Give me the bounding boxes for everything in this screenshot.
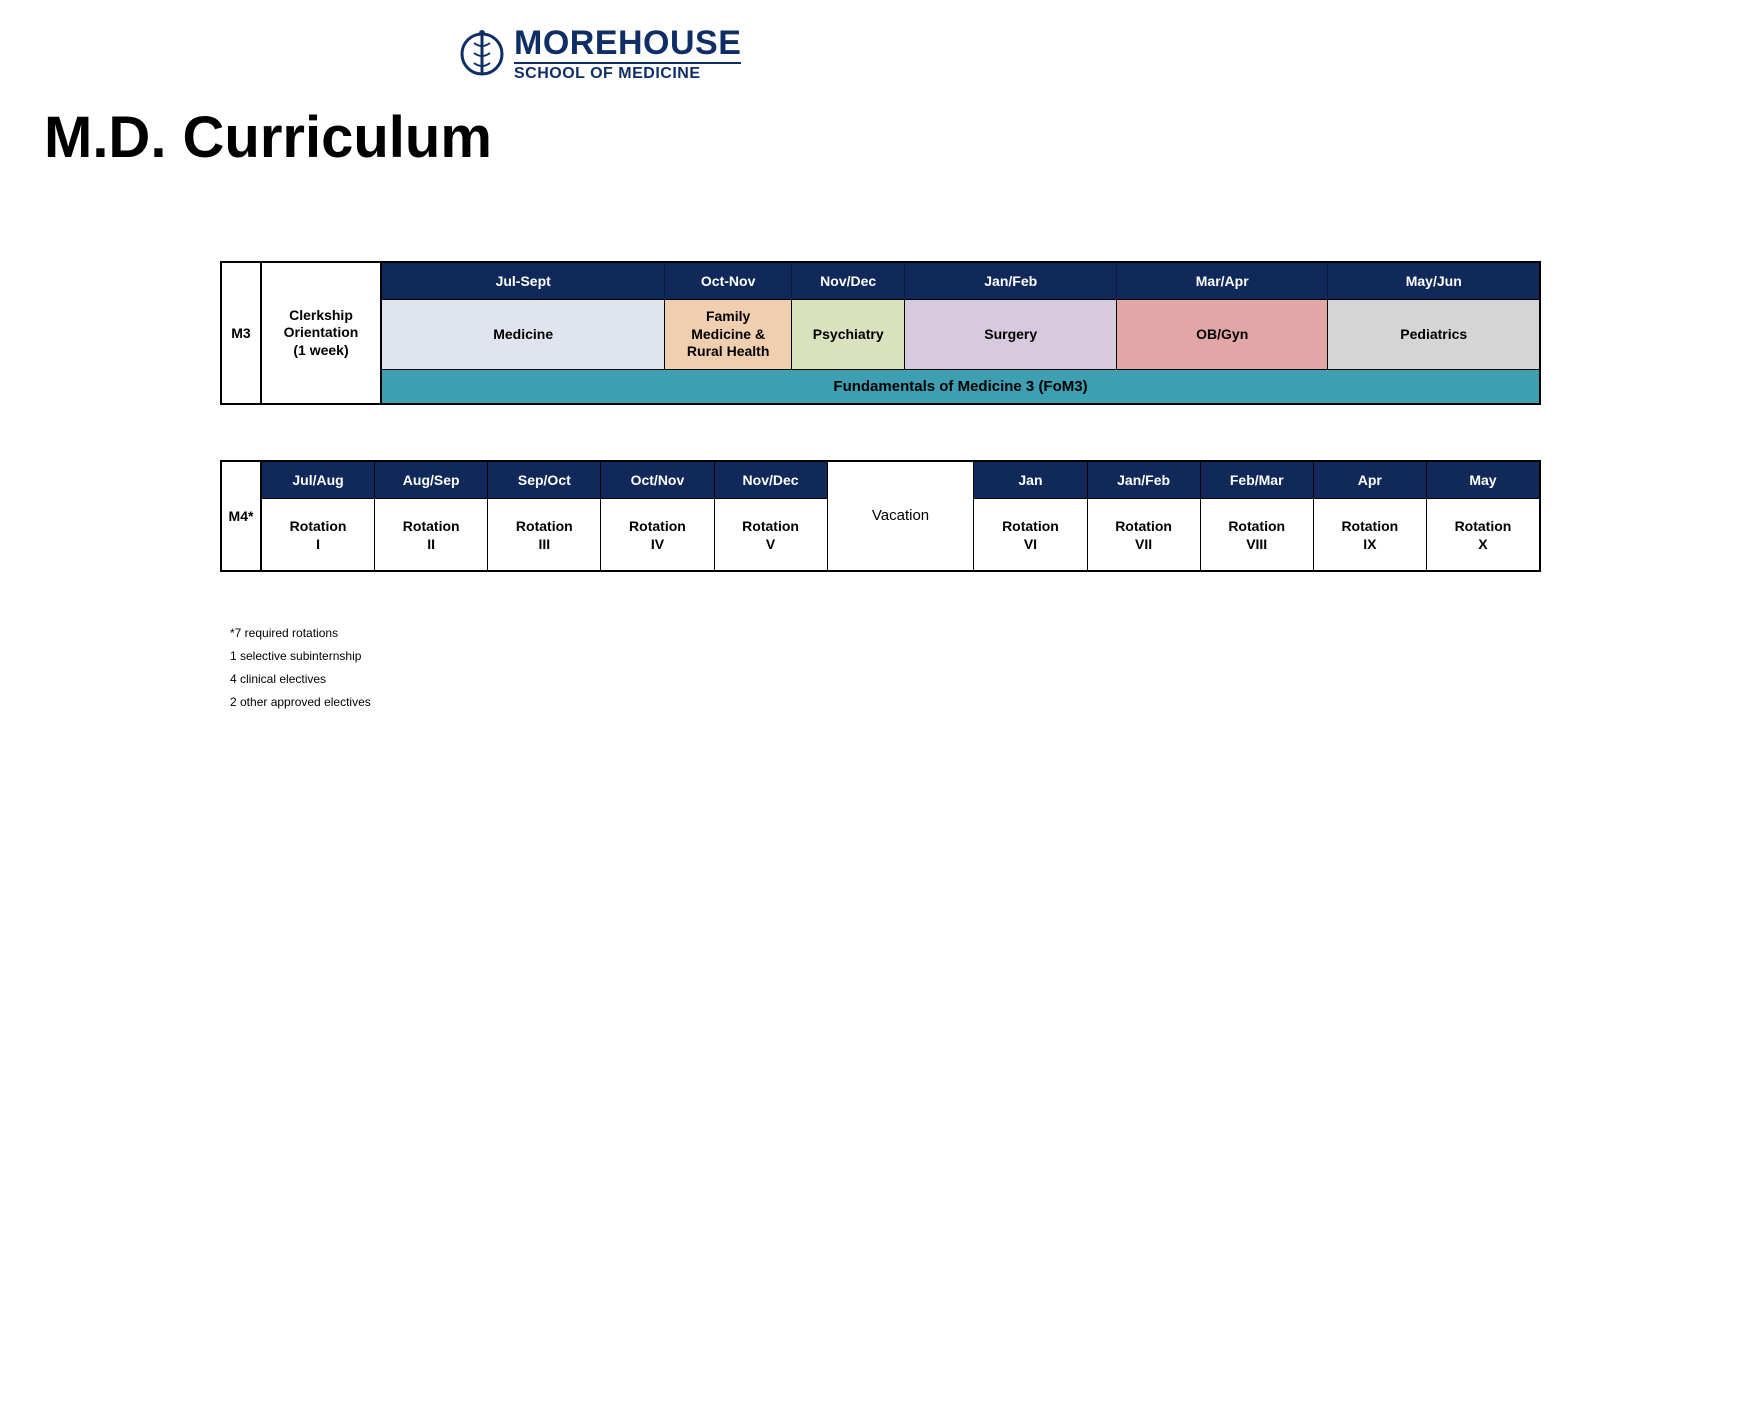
m3-clerkships-row: MedicineFamilyMedicine &Rural HealthPsyc…: [382, 299, 1539, 370]
logo-bottom: SCHOOL OF MEDICINE: [514, 62, 741, 82]
logo: MOREHOUSE SCHOOL OF MEDICINE: [460, 26, 1721, 86]
m3-orientation-cell: ClerkshipOrientation(1 week): [262, 263, 382, 403]
m4-month-header: Aug/Sep: [375, 462, 487, 499]
footnotes: *7 required rotations1 selective subinte…: [230, 622, 1721, 713]
m4-year-label: M4*: [222, 462, 262, 571]
m4-month-header: Sep/Oct: [488, 462, 600, 499]
m4-table: M4* Jul/AugRotationIAug/SepRotationIISep…: [220, 460, 1541, 573]
m4-column: Aug/SepRotationII: [375, 462, 488, 571]
footnote-line: 2 other approved electives: [230, 691, 1721, 714]
m4-rotation-cell: RotationV: [715, 499, 827, 571]
m4-rotation-cell: RotationVII: [1088, 499, 1200, 571]
m4-column: MayRotationX: [1427, 462, 1539, 571]
m4-rotation-cell: RotationVIII: [1201, 499, 1313, 571]
m3-month-header: Mar/Apr: [1117, 263, 1329, 299]
m4-column: Feb/MarRotationVIII: [1201, 462, 1314, 571]
m3-month-header: Oct-Nov: [665, 263, 792, 299]
m4-month-header: Jan: [974, 462, 1086, 499]
m4-column: AprRotationIX: [1314, 462, 1427, 571]
m3-month-header: Jul-Sept: [382, 263, 665, 299]
m3-clerkship-cell: Pediatrics: [1328, 299, 1539, 370]
footnote-line: 1 selective subinternship: [230, 645, 1721, 668]
m3-fom-strip: Fundamentals of Medicine 3 (FoM3): [382, 370, 1539, 403]
m4-month-header: May: [1427, 462, 1539, 499]
m3-clerkship-cell: FamilyMedicine &Rural Health: [665, 299, 792, 370]
m4-rotation-cell: RotationIV: [601, 499, 713, 571]
m4-rotation-cell: RotationVI: [974, 499, 1086, 571]
m3-month-header: Jan/Feb: [905, 263, 1117, 299]
m3-month-header: Nov/Dec: [792, 263, 906, 299]
m4-rotation-cell: RotationIX: [1314, 499, 1426, 571]
m4-column: Jan/FebRotationVII: [1088, 462, 1201, 571]
m3-month-header: May/Jun: [1328, 263, 1539, 299]
m4-month-header: Jul/Aug: [262, 462, 374, 499]
m4-rotation-cell: RotationI: [262, 499, 374, 571]
footnote-line: 4 clinical electives: [230, 668, 1721, 691]
m3-clerkship-cell: Psychiatry: [792, 299, 906, 370]
page-title: M.D. Curriculum: [44, 104, 1721, 171]
caduceus-icon: [460, 27, 504, 81]
m4-month-header: Jan/Feb: [1088, 462, 1200, 499]
m4-column: Oct/NovRotationIV: [601, 462, 714, 571]
m4-column: Sep/OctRotationIII: [488, 462, 601, 571]
m3-clerkship-cell: Surgery: [905, 299, 1117, 370]
m3-clerkship-cell: Medicine: [382, 299, 665, 370]
m3-clerkship-cell: OB/Gyn: [1117, 299, 1329, 370]
footnote-line: *7 required rotations: [230, 622, 1721, 645]
m4-month-header: Feb/Mar: [1201, 462, 1313, 499]
m4-vacation-cell: Vacation: [828, 462, 975, 571]
m3-months-row: Jul-SeptOct-NovNov/DecJan/FebMar/AprMay/…: [382, 263, 1539, 299]
m4-month-header: Apr: [1314, 462, 1426, 499]
m4-column: Nov/DecRotationV: [715, 462, 828, 571]
logo-top: MOREHOUSE: [514, 26, 741, 60]
m4-rotation-cell: RotationIII: [488, 499, 600, 571]
m4-column: Jul/AugRotationI: [262, 462, 375, 571]
m3-table: M3 ClerkshipOrientation(1 week) Jul-Sept…: [220, 261, 1541, 405]
m3-year-label: M3: [222, 263, 262, 403]
m4-month-header: Nov/Dec: [715, 462, 827, 499]
m4-rotation-cell: RotationX: [1427, 499, 1539, 571]
m4-rotation-cell: RotationII: [375, 499, 487, 571]
m4-column: JanRotationVI: [974, 462, 1087, 571]
m4-month-header: Oct/Nov: [601, 462, 713, 499]
